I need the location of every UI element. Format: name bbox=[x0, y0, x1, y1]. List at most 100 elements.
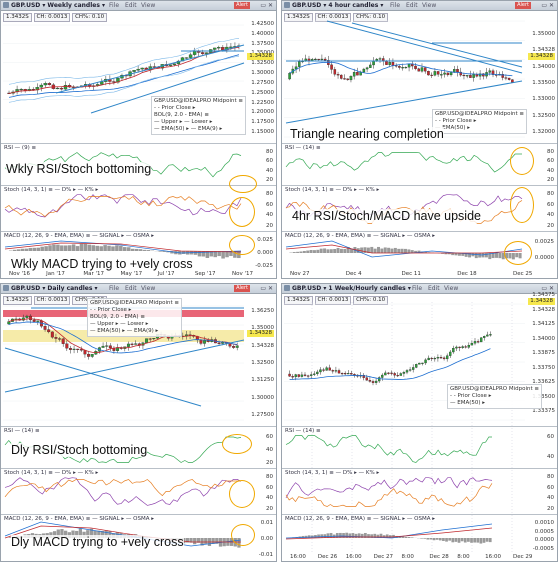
alert-button[interactable]: Alert bbox=[515, 2, 531, 9]
candle bbox=[47, 329, 51, 333]
osma-bar bbox=[385, 534, 389, 538]
menu-view[interactable]: View bbox=[444, 285, 459, 292]
macd-header: MACD (12, 26, 9 - EMA, EMA) ≡ — SIGNAL ▸… bbox=[285, 516, 435, 522]
time-tick: 8:00 bbox=[401, 554, 414, 560]
osma-bar bbox=[196, 538, 201, 543]
change: CH: 0.0013 bbox=[33, 13, 71, 22]
legend-line: — EMA(50) ▸ — EMA(9) ▸ bbox=[90, 328, 159, 334]
osma-bar bbox=[64, 530, 68, 538]
candle bbox=[87, 353, 91, 357]
osma-bar bbox=[36, 247, 40, 251]
rsi-pane: RSI — (14) ≡ bbox=[282, 426, 557, 469]
candle bbox=[449, 351, 452, 356]
osma-bar bbox=[323, 248, 327, 253]
last-price-tag: 1.34328 bbox=[247, 53, 274, 60]
candle bbox=[314, 58, 317, 61]
window-controls-icon[interactable]: ▭ ✕ bbox=[260, 285, 273, 292]
window-controls-icon[interactable]: ▭ ✕ bbox=[541, 2, 554, 9]
osma-bar bbox=[429, 538, 433, 540]
time-tick: Jan '17 bbox=[46, 271, 65, 277]
price-tick: 1.33000 bbox=[532, 96, 555, 103]
grid-icon[interactable] bbox=[284, 2, 290, 8]
macd-line bbox=[4, 521, 242, 547]
candle bbox=[385, 61, 388, 65]
chart-title[interactable]: GBP.USD ▾ 1 Week/Hourly candles ▾ bbox=[292, 285, 411, 292]
osma-bar bbox=[233, 251, 237, 258]
ema50-line bbox=[289, 348, 491, 381]
osma-bar bbox=[134, 248, 139, 251]
osma-bar bbox=[377, 246, 380, 253]
time-tick: Nov '16 bbox=[9, 271, 30, 277]
window-titlebar[interactable]: GBP.USD ▾ 4 hour candles ▾ File Edit Vie… bbox=[282, 1, 557, 11]
highlight-circle bbox=[231, 524, 255, 546]
menu-view[interactable]: View bbox=[422, 2, 437, 9]
last-price-tag: 1.34328 bbox=[528, 53, 555, 60]
window-titlebar[interactable]: GBP.USD ▾ Daily candles ▾ File Edit View… bbox=[1, 284, 276, 294]
osma-bar bbox=[316, 249, 320, 253]
indicator-tick: 60 bbox=[547, 158, 554, 165]
candle bbox=[7, 321, 11, 325]
menu-file[interactable]: File bbox=[390, 2, 401, 9]
legend-line: — Upper ▸ — Lower ▸ bbox=[154, 119, 213, 125]
price-tick: 1.35000 bbox=[251, 325, 274, 332]
candle bbox=[333, 69, 337, 75]
osma-bar bbox=[397, 248, 401, 253]
osma-bar bbox=[104, 530, 108, 538]
menu-edit[interactable]: Edit bbox=[125, 2, 137, 9]
menu-file[interactable]: File bbox=[412, 285, 423, 292]
osma-bar bbox=[97, 530, 101, 538]
chart-title[interactable]: GBP.USD ▾ Weekly candles ▾ bbox=[11, 2, 105, 9]
osma-bar bbox=[390, 248, 394, 253]
candle bbox=[491, 70, 495, 75]
candle bbox=[449, 72, 453, 76]
change: CH: 0.0013 bbox=[33, 296, 71, 305]
candle bbox=[136, 68, 140, 71]
menu-edit[interactable]: Edit bbox=[125, 285, 137, 292]
menu-edit[interactable]: Edit bbox=[428, 285, 440, 292]
candle bbox=[423, 67, 427, 72]
candle bbox=[365, 377, 369, 381]
stoch-k-line bbox=[4, 477, 242, 506]
osma-bar bbox=[115, 245, 119, 251]
window-controls-icon[interactable]: ▭ ✕ bbox=[260, 2, 273, 9]
legend-line: GBP.USD@IDEALPRO Midpoint ≡ bbox=[154, 98, 244, 104]
window-titlebar[interactable]: GBP.USD ▾ 1 Week/Hourly candles ▾ File E… bbox=[282, 284, 557, 294]
macd-line bbox=[285, 240, 523, 258]
menu-view[interactable]: View bbox=[141, 2, 156, 9]
signal-line bbox=[285, 244, 523, 254]
osma-bar bbox=[389, 535, 392, 538]
candle bbox=[372, 60, 375, 66]
osma-bar bbox=[414, 250, 418, 253]
candle bbox=[130, 343, 134, 345]
menu-file[interactable]: File bbox=[109, 285, 120, 292]
indicator-tick: 0.0025 bbox=[534, 239, 554, 245]
window-titlebar[interactable]: GBP.USD ▾ Weekly candles ▾ File Edit Vie… bbox=[1, 1, 276, 11]
candle bbox=[90, 354, 94, 357]
indicator-tick: 40 bbox=[266, 447, 273, 453]
grid-icon[interactable] bbox=[284, 285, 290, 291]
rsi-line bbox=[285, 435, 492, 463]
chart-legend: GBP.USD@IDEALPRO Midpoint ≡ - - Prior Cl… bbox=[432, 109, 528, 134]
change: CH: 0.0013 bbox=[314, 296, 352, 305]
candle bbox=[340, 74, 343, 79]
macd-header: MACD (12, 26, 9 - EMA, EMA) ≡ — SIGNAL ▸… bbox=[4, 516, 154, 522]
candle bbox=[473, 341, 477, 344]
bid-price: 1.3432S bbox=[3, 296, 32, 305]
chart-title[interactable]: GBP.USD ▾ 4 hour candles ▾ bbox=[292, 2, 384, 9]
window-controls-icon[interactable]: ▭ ✕ bbox=[541, 285, 554, 292]
alert-button[interactable]: Alert bbox=[234, 2, 250, 9]
menu-file[interactable]: File bbox=[109, 2, 120, 9]
osma-bar bbox=[64, 245, 68, 251]
osma-bar bbox=[457, 253, 461, 256]
osma-bar bbox=[339, 532, 342, 538]
grid-icon[interactable] bbox=[3, 2, 9, 8]
chart-title[interactable]: GBP.USD ▾ Daily candles ▾ bbox=[11, 285, 98, 292]
menu-edit[interactable]: Edit bbox=[406, 2, 418, 9]
time-axis: Nov 27 Dec 4 Dec 11 Dec 18 Dec 25 bbox=[282, 271, 532, 278]
grid-icon[interactable] bbox=[3, 285, 9, 291]
osma-bar bbox=[28, 247, 33, 251]
menu-view[interactable]: View bbox=[141, 285, 156, 292]
alert-button[interactable]: Alert bbox=[234, 285, 250, 292]
candle bbox=[407, 63, 411, 68]
osma-bar bbox=[467, 538, 470, 542]
